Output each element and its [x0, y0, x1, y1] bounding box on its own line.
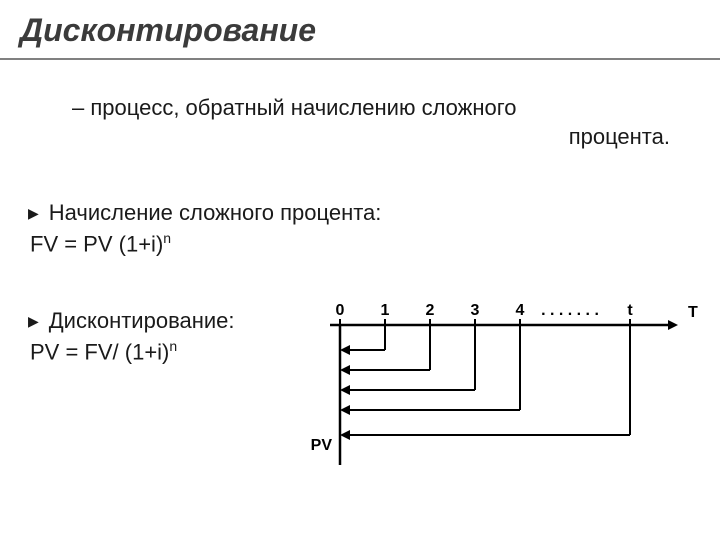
subtitle: – процесс, обратный начислению сложного … — [72, 94, 680, 151]
formula-sup: n — [163, 230, 171, 246]
title-underline — [0, 58, 720, 60]
section2-heading: Дисконтирование: — [49, 308, 235, 334]
subtitle-line2: процента. — [72, 123, 680, 152]
section-discounting: ▶ Дисконтирование: PV = FV/ (1+i)n — [28, 308, 235, 365]
bullet-line: ▶ Дисконтирование: — [28, 308, 235, 334]
slide-title: Дисконтирование — [20, 12, 316, 49]
section1-formula: FV = PV (1+i)n — [30, 230, 381, 257]
section-compound-interest: ▶ Начисление сложного процента: FV = PV … — [28, 200, 381, 257]
formula-sup: n — [169, 338, 177, 354]
svg-text:4: 4 — [516, 302, 525, 319]
section2-formula: PV = FV/ (1+i)n — [30, 338, 235, 365]
svg-text:PV: PV — [311, 437, 333, 454]
svg-text:T: T — [688, 304, 698, 321]
svg-text:2: 2 — [426, 302, 435, 319]
bullet-marker-icon: ▶ — [28, 205, 39, 222]
svg-text:0: 0 — [336, 302, 345, 319]
formula-prefix: PV = FV/ (1+i) — [30, 339, 169, 364]
formula-prefix: FV = PV (1+i) — [30, 231, 163, 256]
svg-text:3: 3 — [471, 302, 480, 319]
svg-text:. . . . . . .: . . . . . . . — [541, 302, 599, 319]
discounting-diagram: T 0 1 2 3 4 . . . . . . . t PV — [310, 295, 700, 495]
svg-text:1: 1 — [381, 302, 390, 319]
svg-text:t: t — [627, 302, 633, 319]
subtitle-line1: – процесс, обратный начислению сложного — [72, 95, 517, 120]
section1-heading: Начисление сложного процента: — [49, 200, 382, 226]
bullet-marker-icon: ▶ — [28, 313, 39, 330]
bullet-line: ▶ Начисление сложного процента: — [28, 200, 381, 226]
